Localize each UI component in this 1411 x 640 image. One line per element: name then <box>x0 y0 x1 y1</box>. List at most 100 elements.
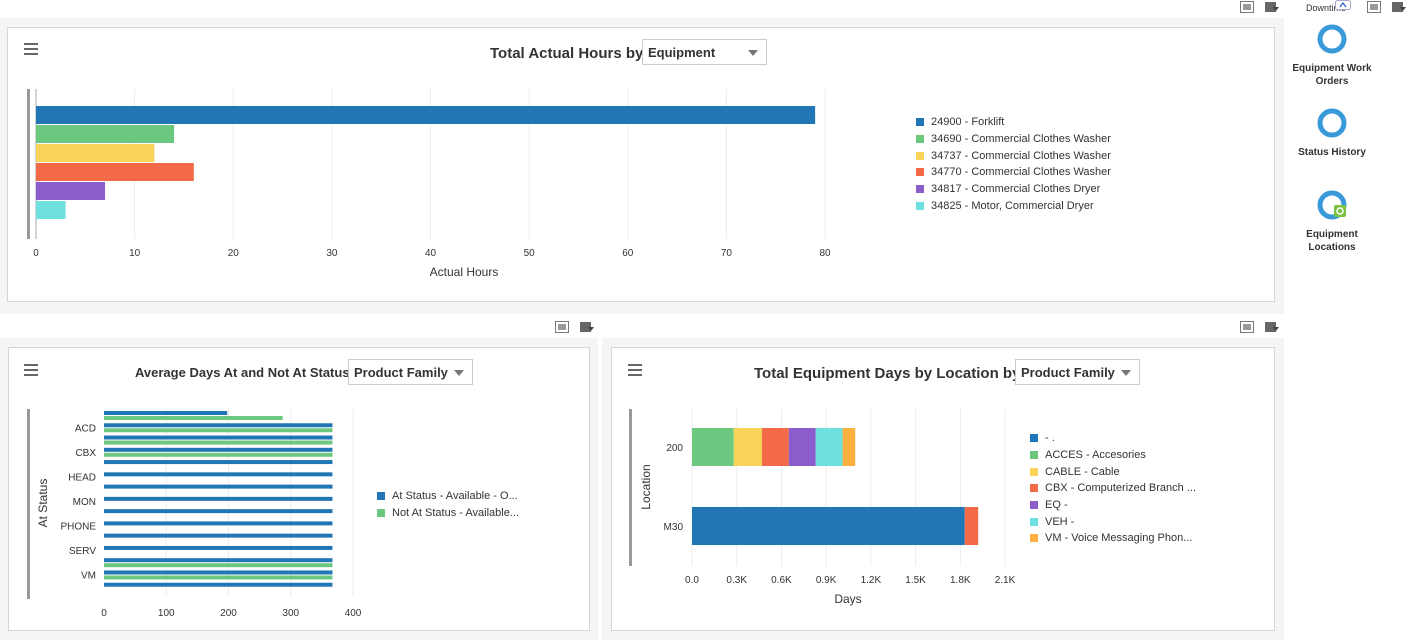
bar <box>104 545 333 550</box>
legend-label: 34770 - Commercial Clothes Washer <box>931 166 1111 179</box>
x-tick-label: 1.8K <box>950 575 971 586</box>
bar <box>104 521 333 526</box>
status-history-icon <box>1317 108 1347 138</box>
legend-item[interactable]: 34817 - Commercial Clothes Dryer <box>916 181 1111 198</box>
collapse-icon[interactable] <box>1335 0 1351 10</box>
bar <box>36 144 155 162</box>
export-icon[interactable] <box>1265 321 1279 333</box>
legend-label: CABLE - Cable <box>1045 465 1120 478</box>
hours-chart: 0 10 20 30 40 50 60 70 80 Actual Hours <box>27 89 831 279</box>
export-icon[interactable] <box>580 321 594 333</box>
legend-item[interactable]: ACCES - Accesories <box>1030 447 1196 464</box>
legend-item[interactable]: 34690 - Commercial Clothes Washer <box>916 131 1111 148</box>
x-tick-label: 0.6K <box>771 575 792 586</box>
legend-item[interactable]: 24900 - Forklift <box>916 114 1111 131</box>
bar-segment <box>692 507 965 545</box>
equipment-dropdown[interactable]: Equipment <box>642 39 767 65</box>
equipment-days-panel: Total Equipment Days by Location by Prod… <box>611 347 1275 631</box>
maximize-icon[interactable] <box>555 321 569 333</box>
axis-bar <box>629 409 632 566</box>
y-tick-label: ACD <box>75 423 96 434</box>
bar <box>104 533 333 538</box>
sidebar-item-equipment-work-orders[interactable]: Equipment Work Orders <box>1282 24 1382 88</box>
y-axis-label: At Status <box>36 479 50 528</box>
chevron-down-icon <box>454 370 464 376</box>
legend-item[interactable]: - . <box>1030 430 1196 447</box>
x-tick-label: 40 <box>425 248 437 259</box>
y-tick-label: M30 <box>664 522 684 533</box>
maximize-icon[interactable] <box>1240 1 1254 13</box>
x-tick-label: 10 <box>129 248 141 259</box>
menu-icon[interactable] <box>24 43 38 55</box>
x-tick-label: 0.3K <box>726 575 747 586</box>
legend-item[interactable]: 34825 - Motor, Commercial Dryer <box>916 197 1111 214</box>
bar-segment <box>842 428 856 466</box>
axis-bar <box>27 409 30 599</box>
x-tick-label: 30 <box>326 248 338 259</box>
sidebar-item-label: Equipment Work Orders <box>1292 63 1372 87</box>
product-family-dropdown[interactable]: Product Family <box>1015 359 1140 385</box>
legend-item[interactable]: 34737 - Commercial Clothes Washer <box>916 147 1111 164</box>
x-tick-label: 0.0 <box>685 575 699 586</box>
sidebar: Downtime Equipment Work Orders Status Hi… <box>1285 0 1411 640</box>
bar <box>104 484 333 489</box>
average-days-legend: At Status - Available - O... Not At Statu… <box>377 488 519 521</box>
chart-title: Average Days At and Not At Status by <box>135 365 369 380</box>
legend-swatch <box>916 185 924 194</box>
legend-swatch <box>916 168 924 177</box>
average-days-chart: At Status 0 100 200 300 400 ACD CBX HEAD MON PHON… <box>27 409 362 619</box>
bar-segment <box>733 428 763 466</box>
bar <box>36 201 66 219</box>
maximize-icon[interactable] <box>1367 1 1381 13</box>
y-tick-label: HEAD <box>68 472 96 483</box>
x-tick-label: 300 <box>282 608 299 619</box>
x-tick-label: 1.5K <box>905 575 926 586</box>
y-tick-label: SERV <box>69 546 96 557</box>
product-family-dropdown[interactable]: Product Family <box>348 359 473 385</box>
legend-item[interactable]: EQ - <box>1030 497 1196 514</box>
export-icon[interactable] <box>1392 1 1406 13</box>
sidebar-item-label: Equipment Locations <box>1306 229 1358 253</box>
export-icon[interactable] <box>1265 1 1279 13</box>
menu-icon[interactable] <box>24 364 38 376</box>
legend-item[interactable]: 34770 - Commercial Clothes Washer <box>916 164 1111 181</box>
x-tick-label: 0 <box>33 248 39 259</box>
legend-label: 24900 - Forklift <box>931 116 1005 129</box>
menu-icon[interactable] <box>628 364 642 376</box>
x-tick-label: 20 <box>228 248 240 259</box>
bar-segment <box>788 428 816 466</box>
legend-label: 34690 - Commercial Clothes Washer <box>931 133 1111 146</box>
bar <box>104 582 333 587</box>
x-tick-label: 0 <box>101 608 107 619</box>
legend-item[interactable]: Not At Status - Available... <box>377 505 519 522</box>
y-tick-label: 200 <box>666 443 683 454</box>
legend-label: CBX - Computerized Branch ... <box>1045 482 1197 495</box>
legend-swatch <box>916 118 924 127</box>
legend-item[interactable]: CBX - Computerized Branch ... <box>1030 480 1196 497</box>
legend-label: EQ - <box>1045 499 1068 512</box>
x-tick-label: 80 <box>819 248 831 259</box>
legend-label: ACCES - Accesories <box>1045 449 1146 462</box>
legend-item[interactable]: VEH - <box>1030 513 1196 530</box>
bar <box>36 182 106 200</box>
sidebar-item-status-history[interactable]: Status History <box>1282 108 1382 159</box>
bar <box>36 106 816 124</box>
y-tick-label: CBX <box>75 448 96 459</box>
dropdown-value: Product Family <box>354 365 448 380</box>
legend-swatch <box>377 492 385 501</box>
bar <box>104 435 333 440</box>
x-axis-label: Days <box>834 592 861 606</box>
legend-item[interactable]: At Status - Available - O... <box>377 488 519 505</box>
x-tick-label: 1.2K <box>861 575 882 586</box>
maximize-icon[interactable] <box>1240 321 1254 333</box>
legend-item[interactable]: CABLE - Cable <box>1030 463 1196 480</box>
legend-item[interactable]: VM - Voice Messaging Phon... <box>1030 530 1196 547</box>
legend-label: - . <box>1045 432 1055 445</box>
legend-label: VEH - <box>1045 515 1075 528</box>
bar <box>104 416 283 420</box>
sidebar-top-label: Downtime <box>1306 3 1347 13</box>
dropdown-value: Product Family <box>1021 365 1115 380</box>
legend-swatch <box>377 509 385 518</box>
bar <box>104 563 333 568</box>
sidebar-item-equipment-locations[interactable]: Equipment Locations <box>1282 190 1382 254</box>
